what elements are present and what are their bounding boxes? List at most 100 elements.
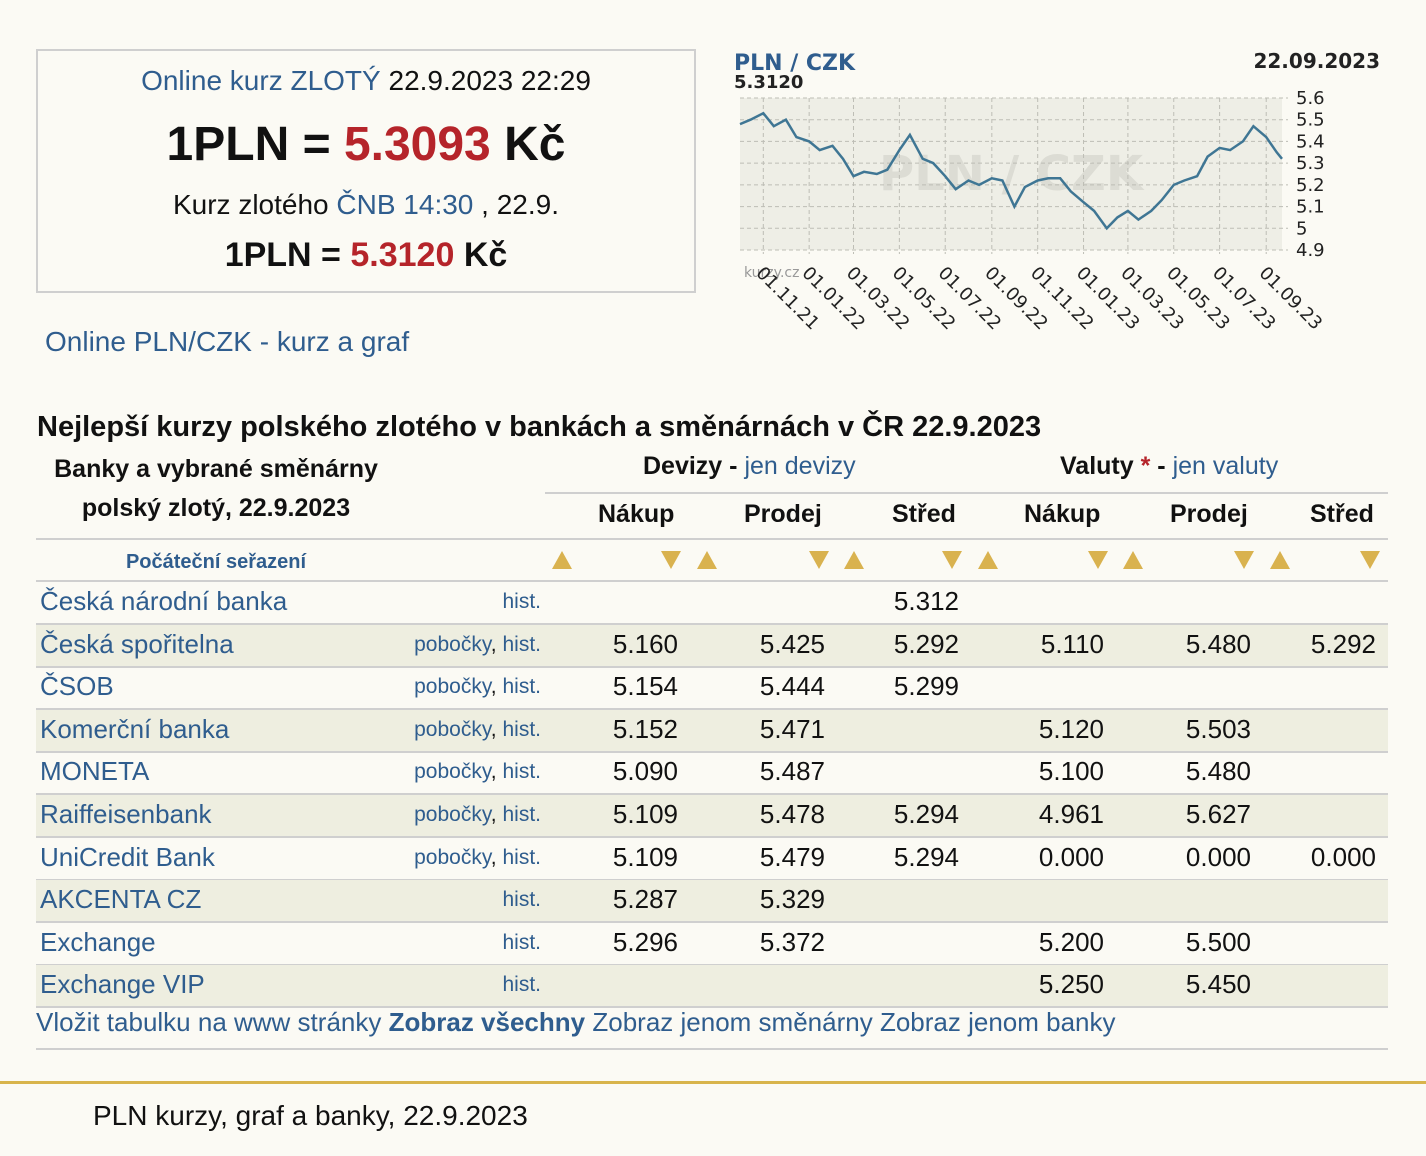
main-rate-value: 5.3093 — [343, 118, 491, 171]
initial-sort-link[interactable]: Počáteční seřazení — [125, 551, 307, 573]
show-exchanges-link[interactable]: Zobraz jenom směnárny — [592, 1007, 873, 1037]
history-link[interactable]: hist. — [502, 930, 541, 954]
history-link[interactable]: hist. — [502, 760, 541, 784]
cnb-rate: 1PLN = 5.3120 Kč — [38, 236, 694, 275]
branches-link[interactable]: pobočky — [414, 717, 491, 741]
links-comma: , — [490, 675, 497, 699]
series-line-pln-czk — [739, 111, 1283, 231]
history-link[interactable]: hist. — [502, 803, 541, 826]
sort-desc-icon[interactable] — [1088, 551, 1108, 569]
online-rate-line: Online kurz ZLOTÝ 22.9.2023 22:29 — [38, 65, 694, 97]
bank-name-link[interactable]: MONETA — [40, 756, 150, 787]
branches-link[interactable]: pobočky — [414, 760, 491, 784]
devizy-only-link[interactable]: jen devizy — [744, 452, 856, 480]
show-all-link[interactable]: Zobraz všechny — [388, 1007, 586, 1037]
sort-asc-icon[interactable] — [697, 551, 717, 569]
online-pln-czk-link[interactable]: Online PLN/CZK - kurz a graf — [45, 326, 410, 357]
history-link[interactable]: hist. — [502, 845, 541, 869]
rate-value: 5.444 — [759, 671, 825, 702]
bank-name-link[interactable]: Česká národní banka — [40, 586, 288, 616]
row-links: pobočky, hist. — [414, 846, 541, 870]
table-row: MONETA pobočky, hist. 5.090 5.487 5.100 5.480 — [36, 752, 1388, 796]
sort-desc-icon[interactable] — [942, 551, 962, 569]
valuty-only-link[interactable]: jen valuty — [1172, 452, 1279, 480]
bank-name-link[interactable]: ČSOB — [40, 671, 114, 702]
history-link[interactable]: hist. — [502, 590, 541, 613]
bank-name-link[interactable]: Raiffeisenbank — [40, 799, 212, 829]
bottom-rule — [0, 1081, 1426, 1084]
table-row: Exchange hist. 5.296 5.372 5.200 5.500 — [36, 923, 1388, 966]
branches-link[interactable]: pobočky — [414, 803, 491, 826]
col-valuty-nakup: Nákup — [1024, 500, 1101, 528]
bank-name-link[interactable]: Česká spořitelna — [40, 628, 234, 659]
valuty-star: * — [1140, 452, 1151, 480]
history-link[interactable]: hist. — [502, 717, 541, 741]
show-banks-link[interactable]: Zobraz jenom banky — [879, 1007, 1116, 1037]
rate-value: 5.120 — [1038, 713, 1104, 744]
rate-value: 5.292 — [893, 628, 959, 659]
header-divider — [36, 538, 1388, 540]
sort-desc-icon[interactable] — [661, 551, 681, 569]
sort-asc-icon[interactable] — [552, 551, 572, 569]
col-devizy-stred: Střed — [892, 500, 956, 528]
cnb-prefix: Kurz zlotého — [172, 189, 329, 220]
bottom-note: PLN kurzy, graf a banky, 22.9.2023 — [93, 1100, 528, 1131]
history-link[interactable]: hist. — [502, 888, 541, 912]
table-footer: Vložit tabulku na www stránky Zobraz vše… — [36, 1007, 1388, 1050]
history-link[interactable]: hist. — [502, 973, 541, 997]
cnb-line: Kurz zlotého ČNB 14:30 , 22.9. — [38, 189, 694, 221]
bank-name-link[interactable]: Exchange — [40, 926, 156, 957]
rate-value: 5.110 — [1040, 628, 1104, 659]
chart-credit: kurzy.cz — [744, 265, 799, 281]
rate-value: 5.296 — [612, 926, 678, 957]
history-link[interactable]: hist. — [502, 675, 541, 699]
online-rate-link[interactable]: Online kurz ZLOTÝ — [141, 65, 381, 96]
branches-link[interactable]: pobočky — [414, 845, 491, 869]
bank-name-link[interactable]: UniCredit Bank — [40, 841, 215, 872]
bank-name-link[interactable]: Komerční banka — [40, 713, 230, 744]
row-links: hist. — [502, 590, 541, 614]
col-devizy-nakup: Nákup — [598, 500, 675, 528]
table-row: AKCENTA CZ hist. 5.287 5.329 — [36, 880, 1388, 924]
sort-asc-icon[interactable] — [1270, 551, 1290, 569]
rate-value: 5.329 — [759, 884, 825, 915]
sort-asc-icon[interactable] — [1123, 551, 1143, 569]
sort-asc-icon[interactable] — [978, 551, 998, 569]
bank-name-link[interactable]: Exchange VIP — [40, 969, 205, 1000]
rate-value: 5.500 — [1185, 926, 1251, 957]
links-comma: , — [490, 760, 497, 784]
cnb-link[interactable]: ČNB 14:30 — [336, 189, 474, 220]
sort-desc-icon[interactable] — [1234, 551, 1254, 569]
sort-asc-icon[interactable] — [844, 551, 864, 569]
pln-czk-chart[interactable]: PLN / CZK PLN / CZK 5.3120 22.09.2023 ku… — [728, 44, 1380, 354]
cnb-rate-left: 1PLN = — [224, 236, 341, 274]
online-datetime: 22.9.2023 22:29 — [388, 65, 591, 96]
embed-table-link[interactable]: Vložit tabulku na www stránky — [36, 1007, 382, 1037]
rate-value: 5.109 — [612, 841, 678, 872]
rate-value: 5.250 — [1038, 969, 1104, 1000]
sort-desc-icon[interactable] — [809, 551, 829, 569]
branches-link[interactable]: pobočky — [414, 632, 491, 656]
cnb-suffix: , 22.9. — [481, 189, 559, 220]
header-left-line1: Banky a vybrané směnárny — [54, 455, 378, 483]
main-rate-left: 1PLN = — [166, 118, 331, 171]
rate-value: 5.487 — [759, 756, 825, 787]
table-header-left: Banky a vybrané směnárny polský zlotý, 2… — [36, 450, 396, 528]
row-links: hist. — [502, 931, 541, 955]
table-row: Česká národní banka hist. 5.312 — [36, 582, 1388, 625]
row-links: pobočky, hist. — [414, 675, 541, 699]
history-link[interactable]: hist. — [502, 632, 541, 656]
y-tick-label: 5.6 — [1296, 88, 1325, 109]
row-links: hist. — [502, 888, 541, 912]
main-rate-unit: Kč — [504, 118, 566, 171]
chart-watermark: PLN / CZK — [879, 146, 1145, 202]
cnb-rate-unit: Kč — [463, 236, 508, 274]
col-valuty-prodej: Prodej — [1170, 500, 1248, 528]
sort-desc-icon[interactable] — [1360, 551, 1380, 569]
main-rate: 1PLN = 5.3093 Kč — [38, 117, 694, 172]
bank-name-link[interactable]: AKCENTA CZ — [40, 884, 202, 915]
rate-value: 5.109 — [612, 799, 678, 829]
rate-value: 5.478 — [759, 799, 825, 829]
branches-link[interactable]: pobočky — [414, 675, 491, 699]
rate-value: 5.100 — [1038, 756, 1104, 787]
